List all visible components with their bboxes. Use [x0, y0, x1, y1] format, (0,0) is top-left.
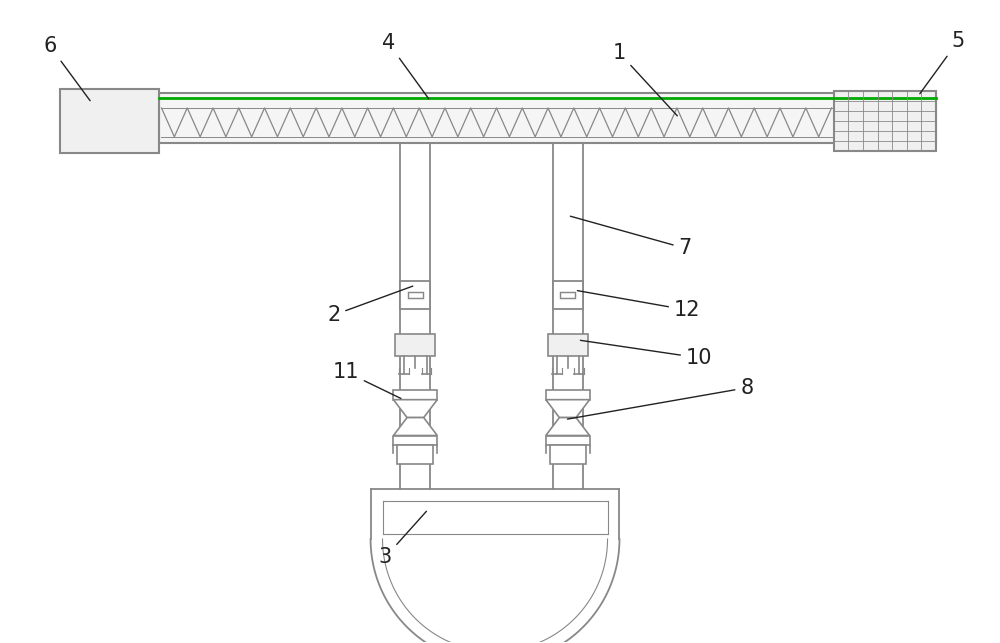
Bar	[548, 334, 588, 356]
Bar	[159, 93, 936, 143]
Bar	[553, 281, 583, 309]
Polygon shape	[546, 400, 590, 417]
Polygon shape	[546, 417, 590, 435]
Polygon shape	[393, 417, 437, 435]
Text: 8: 8	[567, 377, 753, 419]
Text: 3: 3	[379, 511, 426, 567]
Bar	[397, 446, 433, 464]
Bar	[60, 89, 159, 153]
Bar	[393, 390, 437, 400]
Bar	[395, 334, 435, 356]
Text: 4: 4	[382, 33, 429, 99]
Text: 7: 7	[570, 216, 692, 258]
Bar	[550, 446, 586, 464]
Bar	[408, 292, 423, 298]
Text: 2: 2	[327, 286, 413, 325]
Text: 6: 6	[43, 36, 90, 101]
Bar	[546, 435, 590, 446]
Text: 1: 1	[613, 43, 677, 116]
Text: 11: 11	[332, 362, 401, 399]
Bar	[393, 435, 437, 446]
Bar	[834, 91, 936, 150]
Text: 5: 5	[920, 32, 965, 94]
Bar	[560, 292, 575, 298]
Text: 12: 12	[577, 291, 700, 320]
Bar	[546, 390, 590, 400]
Bar	[400, 281, 430, 309]
Polygon shape	[393, 400, 437, 417]
Text: 10: 10	[580, 340, 712, 368]
